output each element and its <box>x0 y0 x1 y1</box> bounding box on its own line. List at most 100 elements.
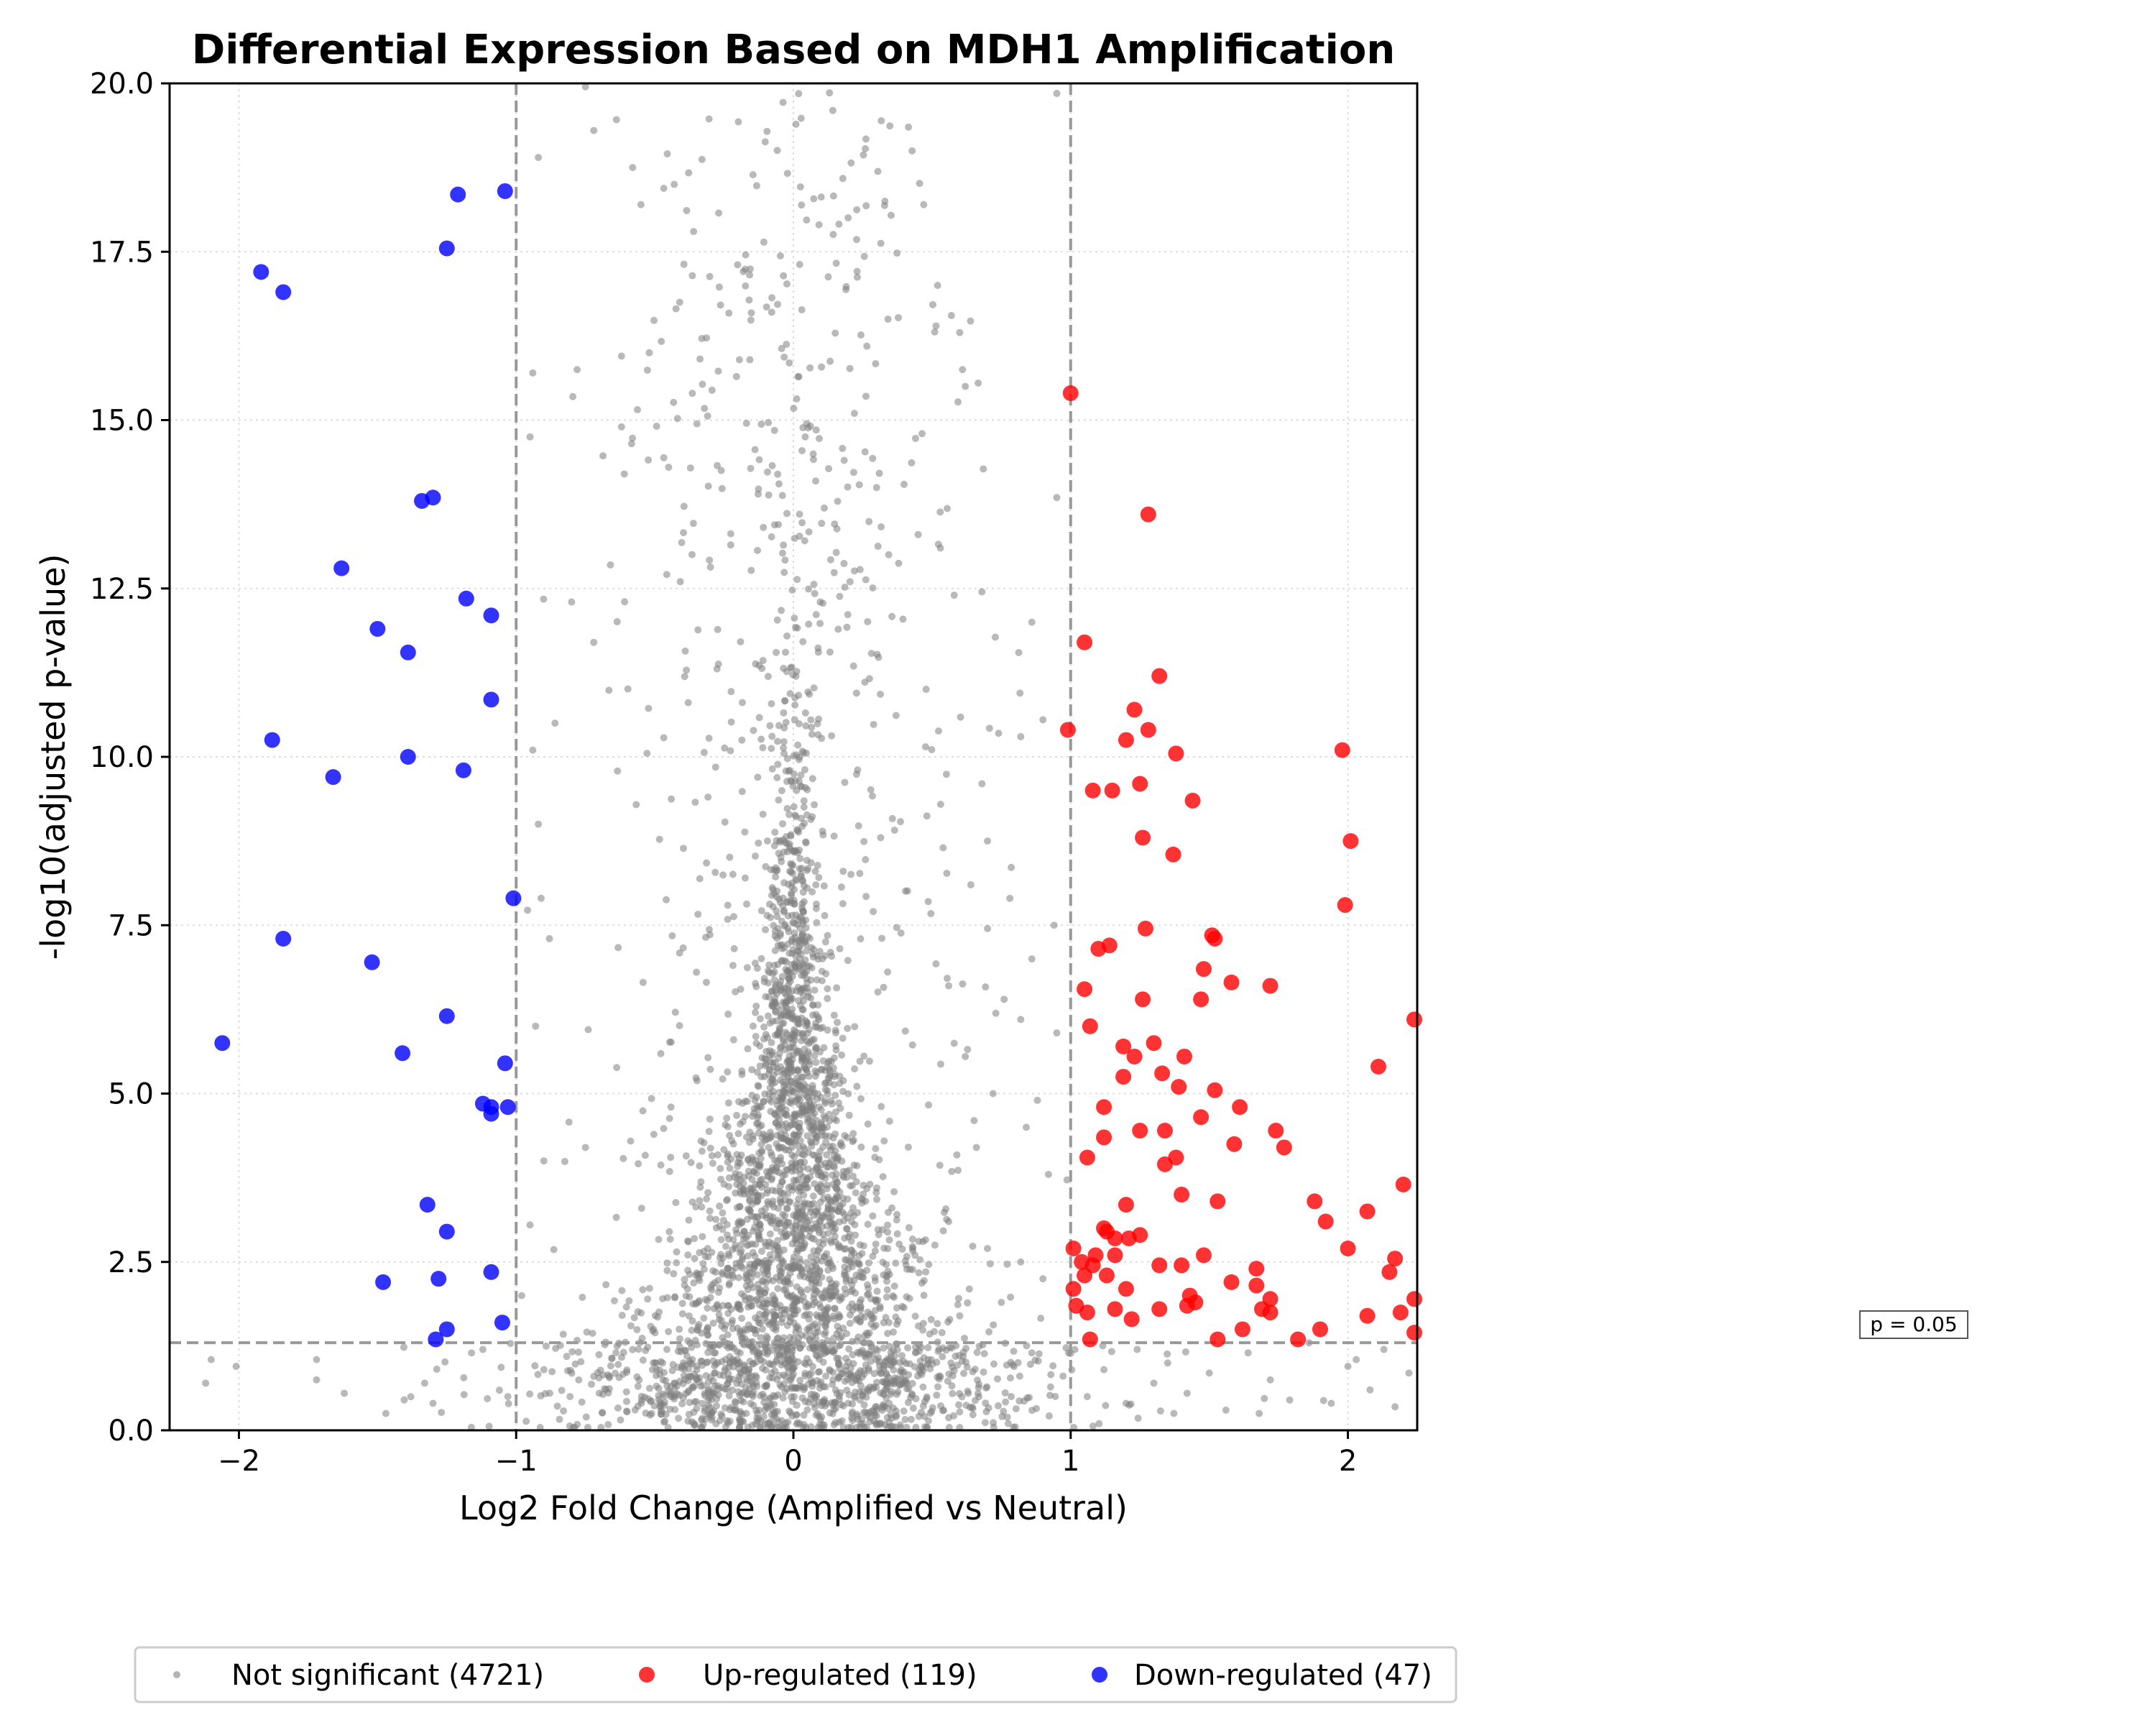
not-significant-point <box>716 1284 724 1292</box>
not-significant-point <box>799 638 807 645</box>
up-regulated-point <box>1126 1048 1143 1064</box>
not-significant-point <box>920 1276 928 1284</box>
not-significant-point <box>724 1158 732 1166</box>
not-significant-point <box>755 1082 763 1090</box>
not-significant-point <box>814 1208 821 1215</box>
not-significant-point <box>764 673 772 681</box>
not-significant-point <box>890 1366 898 1374</box>
down-regulated-point <box>275 930 292 947</box>
not-significant-point <box>851 1023 859 1031</box>
not-significant-point <box>778 984 786 992</box>
not-significant-point <box>736 1159 744 1167</box>
not-significant-point <box>778 492 786 500</box>
not-significant-point <box>767 914 775 921</box>
not-significant-point <box>1244 1349 1252 1357</box>
not-significant-point <box>671 180 678 188</box>
not-significant-point <box>833 1330 841 1338</box>
not-significant-point <box>857 1143 865 1151</box>
not-significant-point <box>779 836 787 844</box>
not-significant-point <box>811 801 819 809</box>
not-significant-point <box>762 926 770 934</box>
not-significant-point <box>783 1205 791 1213</box>
not-significant-point <box>839 868 847 875</box>
not-significant-point <box>776 1187 784 1195</box>
not-significant-point <box>724 1152 732 1160</box>
not-significant-point <box>834 625 842 633</box>
not-significant-point <box>829 231 837 239</box>
not-significant-point <box>800 898 808 906</box>
not-significant-point <box>764 967 772 975</box>
not-significant-point <box>773 1031 781 1039</box>
not-significant-point <box>809 1011 817 1019</box>
not-significant-point <box>819 1398 827 1406</box>
not-significant-point <box>1319 1397 1327 1404</box>
not-significant-point <box>768 294 776 302</box>
not-significant-point <box>531 1362 539 1370</box>
not-significant-point <box>865 1387 872 1395</box>
not-significant-point <box>780 1035 788 1043</box>
not-significant-point <box>721 818 729 826</box>
up-regulated-point <box>1193 991 1210 1008</box>
not-significant-point <box>780 879 788 887</box>
not-significant-point <box>778 344 786 352</box>
not-significant-point <box>778 1417 786 1425</box>
not-significant-point <box>777 1013 785 1021</box>
not-significant-point <box>780 709 788 717</box>
not-significant-point <box>857 1312 865 1320</box>
not-significant-point <box>768 891 775 899</box>
not-significant-point <box>688 1198 696 1206</box>
not-significant-point <box>614 1404 622 1412</box>
not-significant-point <box>1261 1394 1268 1402</box>
not-significant-point <box>927 1315 935 1323</box>
not-significant-point <box>803 1029 811 1037</box>
not-significant-point <box>795 1325 803 1333</box>
not-significant-point <box>884 1228 892 1236</box>
not-significant-point <box>815 873 823 881</box>
not-significant-point <box>849 1204 857 1212</box>
not-significant-point <box>818 1172 826 1179</box>
not-significant-point <box>764 1271 772 1279</box>
not-significant-point <box>749 1135 757 1143</box>
not-significant-point <box>779 1394 787 1402</box>
not-significant-point <box>712 1224 720 1232</box>
not-significant-point <box>959 366 967 374</box>
not-significant-point <box>727 688 735 696</box>
not-significant-point <box>974 1389 982 1397</box>
not-significant-point <box>782 719 790 727</box>
not-significant-point <box>984 837 992 845</box>
not-significant-point <box>821 911 829 919</box>
not-significant-point <box>975 1343 983 1351</box>
not-significant-point <box>903 1385 911 1393</box>
not-significant-point <box>885 1117 893 1125</box>
not-significant-point <box>769 1292 777 1300</box>
not-significant-point <box>1046 1383 1054 1391</box>
not-significant-point <box>755 1319 763 1327</box>
not-significant-point <box>943 1215 951 1223</box>
not-significant-point <box>663 571 671 579</box>
not-significant-point <box>854 1209 862 1217</box>
not-significant-point <box>645 1395 653 1403</box>
not-significant-point <box>778 787 786 795</box>
not-significant-point <box>697 1178 705 1186</box>
not-significant-point <box>620 470 628 478</box>
not-significant-point <box>717 1410 725 1418</box>
not-significant-point <box>807 1369 815 1377</box>
not-significant-point <box>747 1302 755 1310</box>
not-significant-point <box>759 1211 767 1219</box>
not-significant-point <box>757 1192 765 1200</box>
not-significant-point <box>768 732 776 740</box>
not-significant-point <box>792 1131 800 1139</box>
down-regulated-point <box>375 1274 392 1290</box>
not-significant-point <box>708 1286 716 1294</box>
not-significant-point <box>771 828 779 836</box>
not-significant-point <box>660 1125 668 1133</box>
not-significant-point <box>526 1390 534 1398</box>
not-significant-point <box>751 1096 759 1104</box>
not-significant-point <box>643 750 651 758</box>
not-significant-point <box>893 1230 901 1238</box>
not-significant-point <box>727 530 734 538</box>
not-significant-point <box>849 662 857 670</box>
up-regulated-point <box>1207 1082 1223 1098</box>
not-significant-point <box>650 1402 658 1409</box>
not-significant-point <box>660 734 668 742</box>
